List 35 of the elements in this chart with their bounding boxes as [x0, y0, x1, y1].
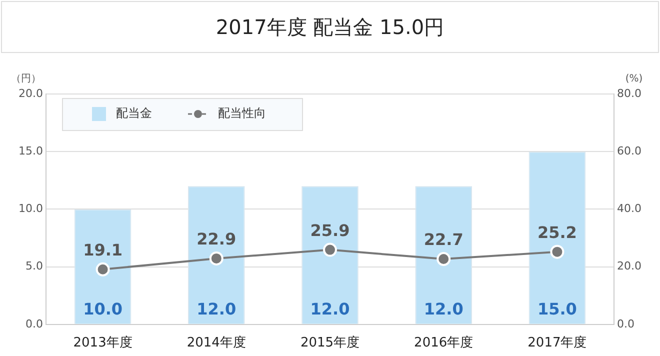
- x-tick-label: 2014年度: [186, 334, 246, 351]
- y2-axis-title: (%): [625, 74, 643, 85]
- y2-tick-label: 60.0: [617, 144, 642, 158]
- point: [550, 244, 564, 259]
- x-tick-label: 2017年度: [528, 334, 587, 351]
- y-tick-label: 5.0: [26, 260, 43, 273]
- data-label: 12.0: [196, 300, 236, 319]
- y2-tick-label: 80.0: [617, 86, 642, 100]
- legend-label: 配当性向: [218, 106, 266, 120]
- chart-title: 2017年度 配当金 15.0円: [216, 14, 444, 40]
- data-label: 15.0: [537, 300, 577, 319]
- point: [209, 251, 224, 266]
- y-tick-label: 0.0: [26, 317, 43, 330]
- y-axis-title: （円）: [11, 74, 41, 85]
- data-label: 22.9: [196, 230, 236, 249]
- x-tick-label: 2015年度: [300, 334, 360, 351]
- y2-tick-label: 20.0: [617, 260, 642, 273]
- point: [436, 252, 451, 266]
- data-label: 25.2: [537, 222, 577, 242]
- point: [323, 242, 337, 257]
- data-label: 25.9: [310, 220, 350, 240]
- data-label: 10.0: [83, 300, 123, 319]
- x-tick-label: 2016年度: [414, 334, 474, 351]
- y-tick-label: 15.0: [18, 144, 43, 158]
- y-tick-label: 20.0: [18, 86, 43, 100]
- legend-label: 配当金: [116, 106, 152, 120]
- data-label: 12.0: [310, 300, 350, 319]
- data-label: 19.1: [83, 240, 123, 260]
- y2-tick-label: 40.0: [617, 202, 642, 216]
- point: [96, 262, 110, 276]
- data-label: 12.0: [424, 300, 464, 319]
- x-tick-label: 2013年度: [73, 334, 132, 351]
- data-label: 22.7: [424, 230, 464, 250]
- y-tick-label: 10.0: [18, 202, 43, 216]
- y2-tick-label: 0.0: [617, 317, 634, 330]
